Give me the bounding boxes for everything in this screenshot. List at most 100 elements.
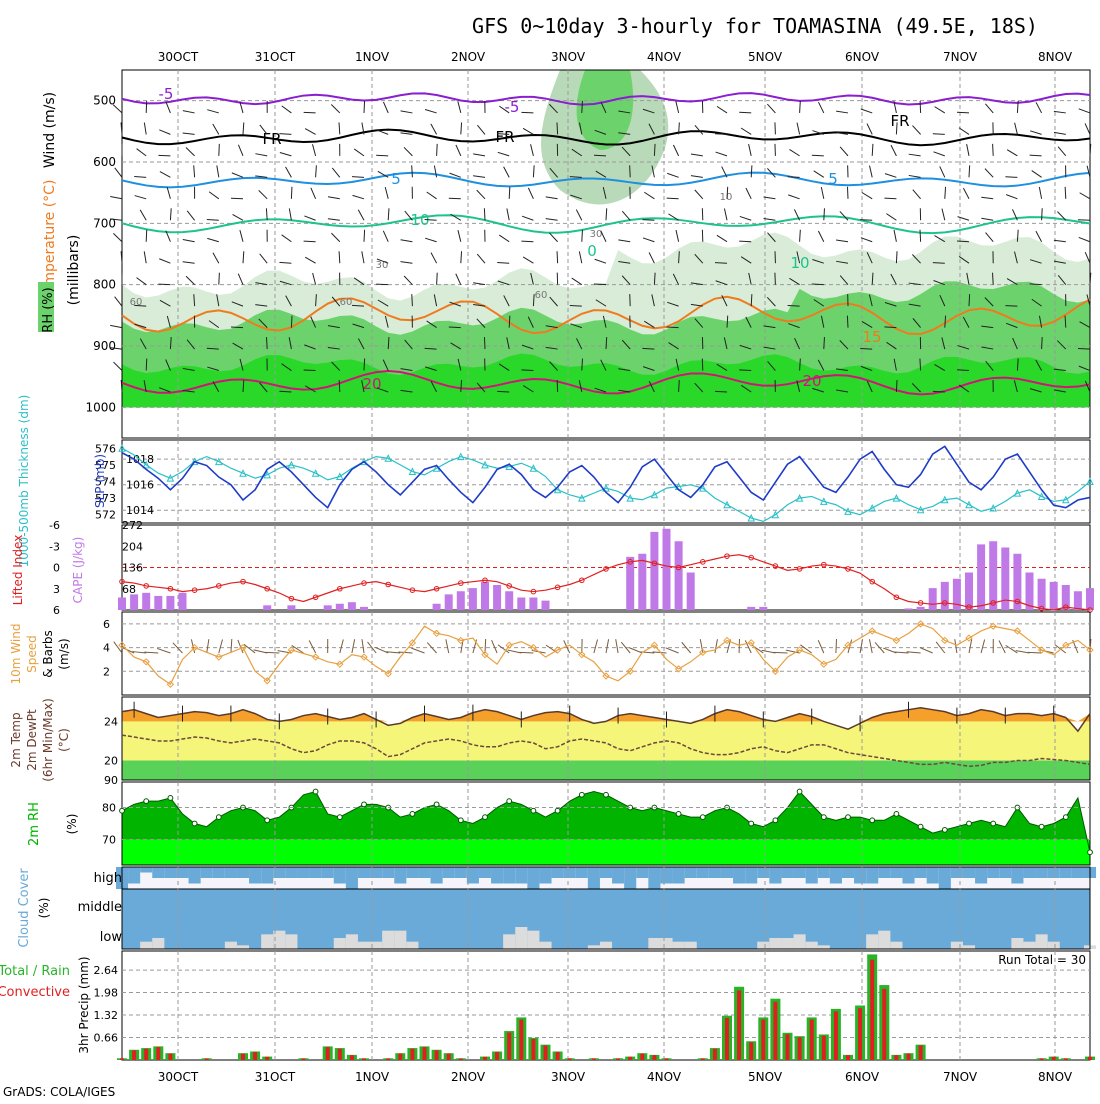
cloud-high-bar [164,867,176,878]
wind-barb-10m [485,639,486,653]
contour-label-14: 30 [376,260,389,271]
cloud-low-bar [673,942,685,949]
cloud-high-bar [927,867,939,884]
precip-bar-convective [156,1047,160,1060]
precip-bar-convective [435,1050,439,1060]
wind-barb [115,297,122,306]
precip-bar-convective [519,1020,523,1060]
cloud-high-bar [830,867,842,884]
cape-bar [638,554,646,610]
cape-bar [505,591,513,610]
date-label-top-7: 6NOV [845,50,880,64]
precip-bar-convective [798,1037,802,1060]
wind-barb [231,198,243,199]
cloud-high-bar [1060,867,1072,878]
rh-point [265,818,270,823]
rh-point [749,821,754,826]
ylabel-rh: RH (%) [41,287,56,332]
wind-barb [667,327,679,328]
wind-barb [582,230,583,242]
cape-bar [517,598,525,611]
precip-bar-convective [326,1047,330,1060]
wind-barb [824,337,825,349]
rh-point [507,799,512,804]
cape-bar [324,605,332,610]
wind-barb-10m [207,639,209,653]
wind-barb [1078,349,1090,350]
rh-point [676,812,681,817]
slp-tick-1: 1016 [126,479,154,492]
precip-bar-convective [628,1057,632,1060]
temp-lower-band [122,760,1090,780]
rh-point [821,815,826,820]
ylabel-wind-2: & Barbs [41,630,55,678]
wind-barb-10m [352,639,355,653]
ylabel-temp-3: (°C) [57,728,71,752]
wind-barb-10m [715,639,718,653]
wind-barb [860,220,872,221]
legend-total-rain: Total / Rain [0,964,70,979]
wind-barb [1065,187,1066,199]
cloud-high-bar [539,867,551,884]
cloud-high-bar [624,867,636,889]
wind-barb-10m [666,648,679,653]
ylabel-rh2m: 2m RH [27,802,42,846]
wind-barb [727,187,728,199]
cloud-low-bar [806,942,818,949]
contour-label-13: 10 [720,192,733,203]
wind-barb-10m [254,650,268,653]
precip-bar-convective [846,1055,850,1060]
wind-barb [437,273,438,285]
precip-tick-0: 2.64 [94,964,119,977]
cape-tick-1: 204 [122,540,143,553]
precip-bar-convective [907,1054,911,1060]
precip-bar-convective [410,1049,414,1060]
wind-barb [739,112,751,113]
date-label-top-1: 31OCT [255,50,296,64]
wind-barb-10m [231,639,232,653]
cloud-low-bar [866,934,878,949]
wind-barb [715,134,727,135]
cloud-high-bar [757,867,769,878]
precip-bar-convective [1088,1057,1092,1060]
wind-barb [110,197,122,199]
thickness-tick-0: 576 [95,442,116,455]
li-tick-1: -3 [49,540,60,553]
cloud-low-bar [963,945,975,949]
wind-barb [933,134,945,135]
wind-barb [449,198,461,199]
cloud-high-bar [1072,867,1084,878]
cloud-high-bar [818,867,830,878]
cloud-low-bar [951,942,963,949]
cape-bar [1038,579,1046,610]
cape-bar [1062,585,1070,610]
date-label-bottom-9: 8NOV [1038,1070,1073,1084]
cape-bar [166,596,174,610]
date-label-top-0: 30OCT [158,50,199,64]
wind-barb [739,241,751,242]
cloud-low-bar [406,942,418,949]
wind-barb [847,316,848,328]
wind-barb [557,122,558,134]
cape-bar [433,604,441,610]
wind-barb [739,370,751,371]
precip-run-total: Run Total = 30 [998,953,1086,967]
wind-barb [847,187,848,199]
wind-barb-10m [398,652,412,653]
wind-barb [702,359,703,371]
cape-bar [759,607,767,610]
contour-label-10: 15 [862,328,881,346]
date-label-bottom-5: 4NOV [647,1070,682,1084]
cloud-low-bar [503,934,515,949]
precip-bar-convective [919,1045,923,1060]
cape-bar [457,591,465,610]
cape-bar [905,608,913,610]
wind-barb [993,144,994,156]
temp-tick-1: 20 [104,754,118,767]
wind-barb [654,273,655,285]
cloud-low-bar [878,931,890,949]
precip-bar-convective [362,1058,366,1060]
